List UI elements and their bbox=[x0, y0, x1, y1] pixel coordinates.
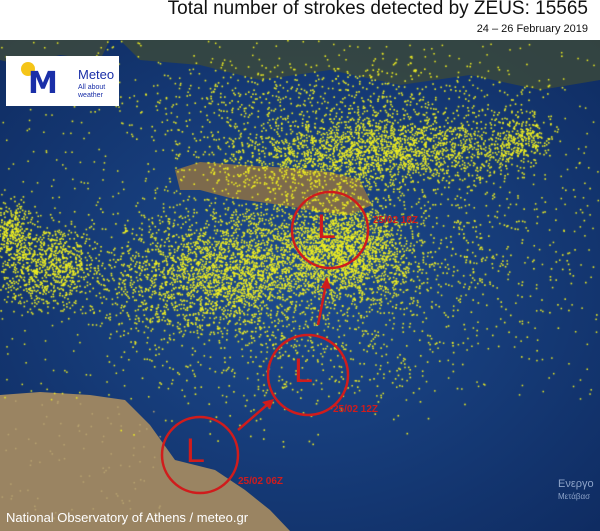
lightning-strokes bbox=[0, 40, 600, 531]
sun-icon bbox=[21, 62, 35, 76]
m-logo-icon: M bbox=[28, 66, 58, 101]
header: Total number of strokes detected by ZEUS… bbox=[0, 0, 600, 40]
watermark: Ενεργο bbox=[558, 478, 594, 490]
low-symbol: L bbox=[186, 432, 205, 470]
logo-name: Meteo bbox=[78, 67, 115, 82]
low-time-label: 25/02 06Z bbox=[238, 476, 284, 487]
lightning-map bbox=[0, 40, 600, 531]
track-arrow-2 bbox=[316, 283, 328, 326]
low-symbol: L bbox=[317, 208, 336, 246]
low-circle-12z bbox=[266, 333, 350, 417]
low-track bbox=[160, 190, 370, 495]
date-range: 24 – 26 February 2019 bbox=[476, 23, 588, 35]
watermark: Μετάβασ bbox=[558, 492, 591, 501]
low-circle-06z bbox=[160, 415, 240, 495]
logo-tagline: All about weather bbox=[78, 84, 106, 99]
meteo-logo: M Meteo All about weather bbox=[6, 56, 119, 106]
low-time-label: 25/02 18Z bbox=[373, 215, 419, 226]
credit: National Observatory of Athens / meteo.g… bbox=[6, 510, 249, 525]
low-symbol: L bbox=[294, 352, 313, 390]
low-circle-18z bbox=[290, 190, 370, 270]
map-title: Total number of strokes detected by ZEUS… bbox=[167, 0, 588, 19]
track-arrow-1 bbox=[237, 403, 269, 431]
low-time-label: 25/02 12Z bbox=[333, 404, 379, 415]
